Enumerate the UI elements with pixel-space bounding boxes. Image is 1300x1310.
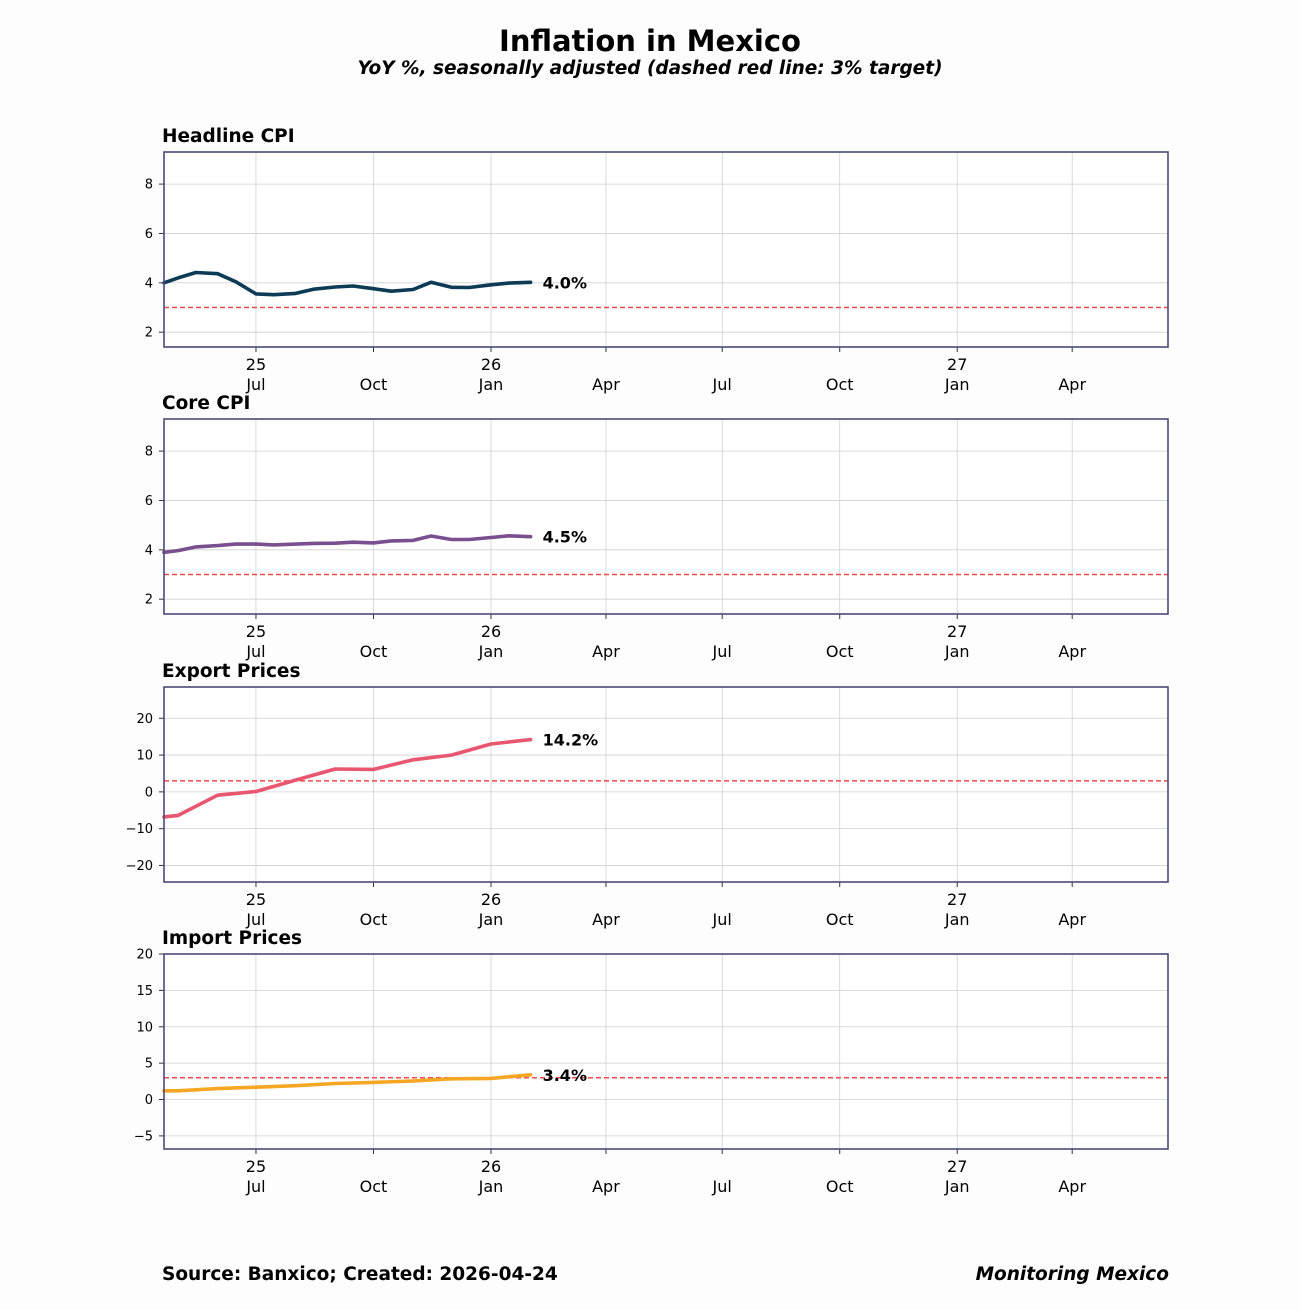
x-tick-month-label: Oct [826,910,854,929]
x-tick-month-label: Apr [1058,375,1086,394]
x-tick-month-label: Jul [712,642,732,661]
x-tick-year-label: 27 [947,355,967,374]
brand-label: Monitoring Mexico [975,1264,1169,1285]
x-tick-month-label: Jan [478,642,504,661]
x-tick-month-label: Oct [360,642,388,661]
y-tick-label: 10 [136,749,153,764]
series-line [162,533,533,555]
plot-frame [163,418,1169,615]
x-tick-month-label: Jan [944,1177,970,1196]
plot-frame [163,151,1169,348]
y-tick-label: −5 [134,1129,153,1144]
plot-area [164,419,1168,614]
x-tick-year-label: 25 [246,355,266,374]
panel-title: Headline CPI [162,126,295,147]
x-tick-month-label: Jul [245,642,265,661]
x-tick-month-label: Jan [478,910,504,929]
panel-title: Core CPI [162,393,250,414]
plot-area [164,152,1168,347]
y-tick-label: 8 [145,178,153,193]
y-tick-label: 0 [145,1093,153,1108]
x-tick-month-label: Jan [944,910,970,929]
x-tick-month-label: Oct [826,375,854,394]
last-value-label: 3.4% [543,1066,587,1085]
series-line [162,1073,533,1093]
x-tick-month-label: Jan [944,642,970,661]
x-tick-month-label: Oct [826,1177,854,1196]
x-tick-month-label: Jan [944,375,970,394]
series-line [162,737,533,819]
last-value-label: 4.0% [543,273,587,292]
y-tick-label: 0 [145,785,153,800]
y-tick-label: 2 [145,593,153,608]
plot-frame [163,686,1169,883]
x-tick-month-label: Oct [826,642,854,661]
x-tick-month-label: Apr [1058,910,1086,929]
x-tick-year-label: 26 [481,355,501,374]
x-tick-year-label: 27 [947,622,967,641]
x-tick-month-label: Jul [245,910,265,929]
x-tick-month-label: Oct [360,1177,388,1196]
y-tick-label: 20 [136,948,153,963]
x-tick-month-label: Apr [592,642,620,661]
x-tick-month-label: Jan [478,1177,504,1196]
x-tick-month-label: Jul [712,1177,732,1196]
x-tick-year-label: 26 [481,622,501,641]
y-tick-label: 5 [145,1057,153,1072]
plot-area [164,687,1168,882]
y-tick-label: 8 [145,445,153,460]
x-tick-month-label: Jul [245,1177,265,1196]
plot-frame [163,953,1169,1150]
source-note: Source: Banxico; Created: 2026-04-24 [162,1264,558,1285]
y-tick-label: 4 [145,276,153,291]
x-tick-month-label: Oct [360,910,388,929]
last-value-label: 4.5% [543,528,587,547]
x-tick-year-label: 25 [246,622,266,641]
plot-area [164,954,1168,1149]
x-tick-month-label: Apr [592,375,620,394]
figure-subtitle: YoY %, seasonally adjusted (dashed red l… [357,58,943,79]
x-tick-year-label: 26 [481,890,501,909]
x-tick-year-label: 26 [481,1157,501,1176]
y-tick-label: 10 [136,1020,153,1035]
y-tick-label: 6 [145,494,153,509]
figure-title: Inflation in Mexico [499,24,801,58]
y-tick-label: −10 [126,822,153,837]
y-tick-label: −20 [126,859,153,874]
x-tick-year-label: 27 [947,1157,967,1176]
y-tick-label: 4 [145,543,153,558]
y-tick-label: 15 [136,984,153,999]
x-tick-month-label: Oct [360,375,388,394]
series-line [162,270,533,297]
panel-title: Export Prices [162,661,300,682]
x-tick-month-label: Apr [1058,642,1086,661]
y-tick-label: 6 [145,227,153,242]
x-tick-month-label: Jul [712,910,732,929]
panel-title: Import Prices [162,928,302,949]
x-tick-year-label: 27 [947,890,967,909]
x-tick-month-label: Apr [592,910,620,929]
last-value-label: 14.2% [543,731,599,750]
x-tick-year-label: 25 [246,1157,266,1176]
x-tick-month-label: Jul [712,375,732,394]
x-tick-month-label: Jul [245,375,265,394]
x-tick-year-label: 25 [246,890,266,909]
x-tick-month-label: Apr [1058,1177,1086,1196]
x-tick-month-label: Apr [592,1177,620,1196]
x-tick-month-label: Jan [478,375,504,394]
y-tick-label: 2 [145,326,153,341]
y-tick-label: 20 [136,712,153,727]
